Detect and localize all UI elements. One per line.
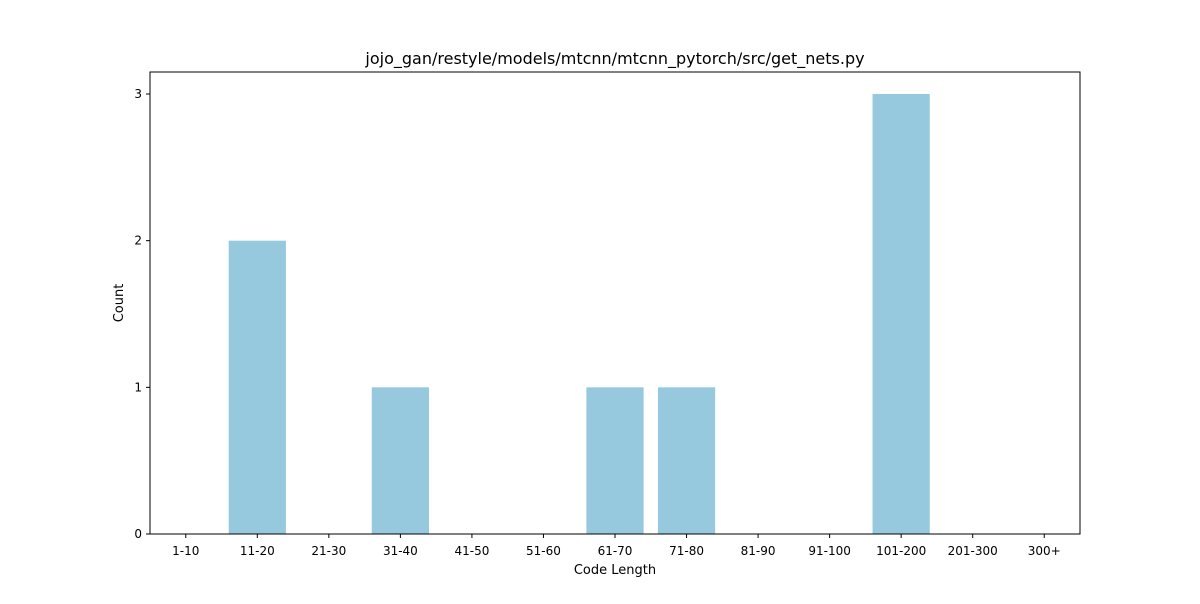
- x-tick-label: 31-40: [383, 544, 418, 558]
- bars-group: [228, 94, 930, 534]
- y-tick-label: 2: [134, 234, 142, 248]
- y-tick-label: 1: [134, 380, 142, 394]
- bar: [371, 387, 429, 534]
- y-axis-ticks: 0 1 2 3: [134, 87, 150, 541]
- x-tick-label: 51-60: [526, 544, 561, 558]
- x-tick-label: 71-80: [669, 544, 704, 558]
- x-tick-label: 11-20: [240, 544, 275, 558]
- bar: [657, 387, 716, 534]
- chart-title: jojo_gan/restyle/models/mtcnn/mtcnn_pyto…: [364, 49, 864, 69]
- bar: [872, 94, 930, 534]
- x-axis-ticks: 1-10 11-20 21-30 31-40 41-50 51-60 61-70 71-80 8…: [172, 534, 1061, 558]
- plot-frame: [149, 71, 1081, 535]
- x-tick-label: 21-30: [311, 544, 346, 558]
- x-tick-label: 61-70: [598, 544, 633, 558]
- x-tick-label: 91-100: [808, 544, 851, 558]
- y-tick-label: 0: [134, 527, 142, 541]
- x-tick-label: 41-50: [454, 544, 489, 558]
- y-axis-label: Count: [112, 284, 127, 323]
- x-tick-label: 1-10: [172, 544, 199, 558]
- x-tick-label: 81-90: [741, 544, 776, 558]
- bar: [228, 240, 286, 534]
- x-tick-label: 201-300: [948, 544, 998, 558]
- x-tick-label: 300+: [1028, 544, 1061, 558]
- x-axis-label: Code Length: [574, 563, 656, 578]
- y-tick-label: 3: [134, 87, 142, 101]
- x-tick-label: 101-200: [876, 544, 926, 558]
- bar: [586, 387, 644, 534]
